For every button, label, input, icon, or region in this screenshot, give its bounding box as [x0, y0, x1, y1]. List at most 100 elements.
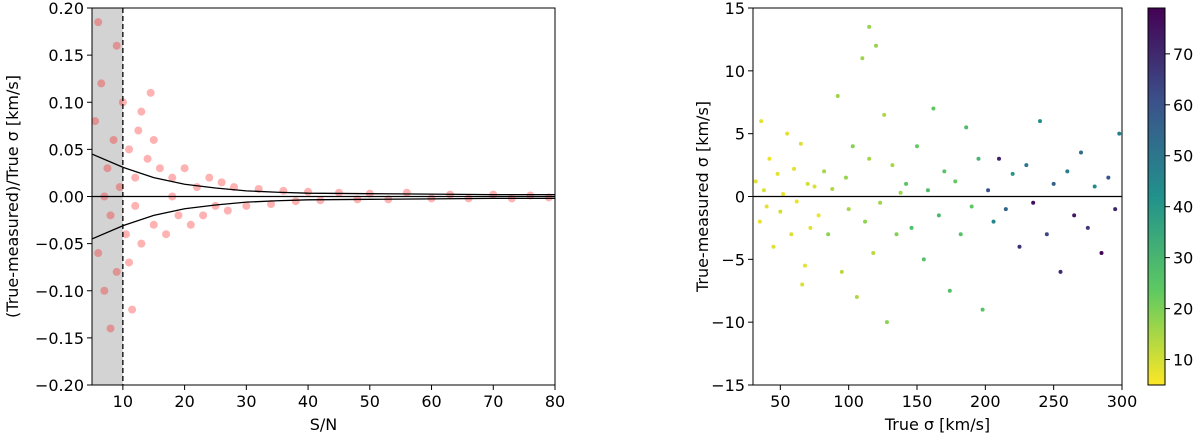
x-tick-label: 50	[360, 392, 380, 411]
point	[826, 232, 831, 237]
point	[526, 191, 535, 200]
x-tick-label: 30	[236, 392, 256, 411]
point	[94, 18, 103, 27]
point	[279, 186, 288, 195]
point	[186, 220, 195, 229]
point	[800, 282, 805, 287]
point	[100, 286, 109, 295]
point	[103, 164, 112, 173]
point	[878, 200, 883, 205]
point	[931, 106, 936, 111]
point	[867, 24, 872, 29]
point	[980, 307, 985, 312]
point	[112, 267, 121, 276]
colorbar-tick-label: 50	[1173, 147, 1193, 166]
point	[1113, 207, 1118, 212]
point	[118, 98, 127, 107]
point	[143, 154, 152, 163]
point	[1085, 225, 1090, 230]
point	[125, 145, 134, 154]
point	[1072, 213, 1077, 218]
point	[969, 204, 974, 209]
point	[242, 201, 251, 210]
point	[544, 193, 553, 202]
point	[334, 188, 343, 197]
x-tick-label: 100	[833, 392, 864, 411]
y-axis-label: (True-measured)/True σ [km/s]	[3, 75, 22, 318]
point	[761, 188, 766, 193]
point	[925, 188, 930, 193]
point	[1058, 269, 1063, 274]
point	[1079, 150, 1083, 155]
point	[1024, 163, 1029, 168]
point	[850, 144, 855, 149]
point	[759, 119, 764, 124]
colorbar-tick-label: 20	[1173, 300, 1193, 319]
point	[843, 175, 848, 180]
point	[211, 201, 220, 210]
point	[890, 163, 895, 168]
point	[781, 191, 786, 196]
plot-area	[92, 8, 555, 385]
colorbar-tick-label: 70	[1173, 45, 1193, 64]
point	[839, 269, 844, 274]
point	[921, 257, 926, 262]
plot-area	[753, 24, 1122, 325]
point	[767, 156, 772, 161]
curve	[92, 153, 555, 196]
point	[792, 166, 796, 171]
point	[131, 173, 140, 182]
y-tick-label: 10	[725, 62, 745, 81]
point	[808, 225, 813, 230]
point	[134, 126, 143, 135]
x-tick-label: 150	[902, 392, 933, 411]
x-tick-label: 80	[545, 392, 565, 411]
point	[964, 125, 969, 130]
point	[149, 135, 158, 144]
point	[192, 183, 201, 192]
x-tick-label: 10	[113, 392, 133, 411]
point	[1065, 169, 1070, 174]
x-tick-label: 40	[298, 392, 318, 411]
point	[898, 190, 903, 195]
point	[947, 288, 952, 293]
point	[149, 220, 158, 229]
point	[137, 107, 146, 116]
y-tick-label: −15	[711, 376, 745, 395]
colorbar-tick-label: 40	[1173, 198, 1193, 217]
point	[128, 305, 137, 314]
x-tick-label: 250	[1038, 392, 1069, 411]
y-tick-label: 0.15	[48, 46, 84, 65]
point	[125, 258, 134, 267]
y-tick-label: 0	[735, 188, 745, 207]
point	[798, 141, 803, 146]
y-tick-label: 0.00	[48, 188, 84, 207]
point	[223, 206, 232, 215]
point	[291, 197, 300, 206]
point	[894, 232, 899, 237]
x-tick-label: 50	[770, 392, 790, 411]
point	[1044, 232, 1049, 237]
point	[106, 211, 115, 220]
point	[882, 112, 887, 117]
y-tick-label: −0.10	[35, 282, 84, 301]
point	[789, 232, 794, 237]
x-tick-label: 60	[421, 392, 441, 411]
point	[109, 135, 118, 144]
point	[884, 320, 889, 325]
colorbar-tick-label: 10	[1173, 351, 1193, 370]
y-tick-label: 15	[725, 0, 745, 18]
point	[137, 239, 146, 248]
colorbar-tick-label: 30	[1173, 249, 1193, 268]
x-axis-label: True σ [km/s]	[884, 415, 990, 434]
point	[1017, 244, 1022, 249]
point	[812, 184, 817, 189]
point	[1092, 184, 1097, 189]
point	[805, 181, 810, 186]
x-tick-label: 300	[1107, 392, 1138, 411]
point	[205, 173, 214, 182]
point	[121, 230, 130, 239]
point	[106, 324, 115, 333]
point	[764, 204, 769, 209]
